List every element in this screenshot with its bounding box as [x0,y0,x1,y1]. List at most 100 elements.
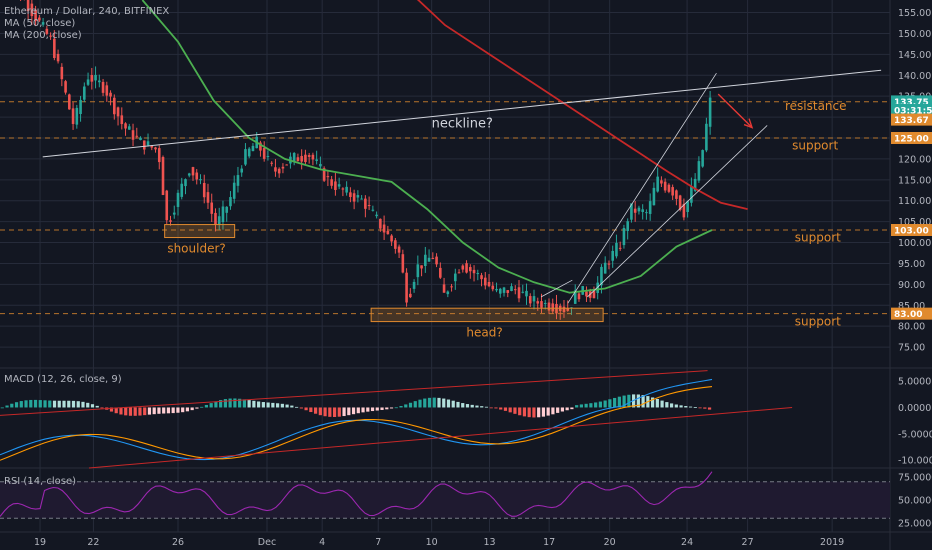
macd-histogram-bar [228,398,232,408]
x-tick-label: 2019 [820,537,844,548]
candle-body [199,179,202,181]
macd-histogram-bar [489,407,493,409]
chart-legend: Ethereum / Dollar, 240, BITFINEX MA (50,… [4,6,169,42]
macd-histogram-bar [238,398,242,408]
candle-body [592,291,596,299]
price-tag-label: 103.00 [894,227,929,237]
candle-body [547,302,551,311]
macd-histogram-bar [598,401,602,408]
candle-body [450,286,453,288]
candle-body [157,148,161,163]
series-line-ma-200-close- [416,0,748,210]
candle-body [371,209,375,211]
macd-histogram-bar [318,407,322,416]
candle-body [472,269,476,274]
x-tick-label: 4 [319,537,325,548]
macd-histogram-bar [285,404,289,408]
macd-histogram-bar [461,403,465,408]
macd-histogram-bar [575,405,579,408]
candle-body [390,235,393,242]
candle-body [498,288,502,294]
macd-histogram-bar [342,407,346,417]
macd-tick-label: -5.0000 [898,429,932,440]
rsi-tick-label: 50.0000 [898,496,932,507]
macd-histogram-bar [684,406,688,408]
macd-title: MACD (12, 26, close, 9) [4,374,122,385]
macd-histogram-bar [641,395,645,408]
macd-histogram-bar [613,397,617,408]
candle-body [510,286,513,291]
candle-body [154,147,157,150]
macd-histogram-bar [176,407,180,413]
candle-body [607,263,611,265]
macd-histogram-bar [636,394,640,408]
macd-histogram-bar [114,407,118,414]
candle-body [611,250,614,261]
moving-averages [141,0,748,294]
candle-body [540,301,543,308]
macd-histogram-bar [518,407,522,416]
macd-histogram-bar [570,407,574,410]
candle-body [259,142,262,151]
macd-histogram-bar [608,399,612,408]
candle-body [165,190,169,221]
macd-histogram-bar [351,407,356,415]
candle-body [109,92,112,97]
macd-histogram-bar [147,407,152,415]
candle-body [442,284,446,293]
candle-body [266,155,270,157]
candle-body [221,206,225,223]
macd-histogram-bar [347,407,351,416]
macd-histogram-bar [361,407,365,413]
candle-body [622,228,626,246]
macd-histogram-bar [214,401,218,408]
macd-histogram-bar [252,400,256,408]
candle-body [686,201,689,212]
candle-body [424,254,427,266]
candle-body [217,216,221,225]
candle-body [225,206,229,213]
macd-histogram-bar [480,406,484,408]
candle-body [645,212,648,214]
candle-body [693,178,697,191]
macd-histogram-bar [19,401,23,408]
candle-body [525,290,528,297]
candle-body [641,209,644,212]
price-tag [891,132,932,144]
macd-histogram-bar [508,407,512,413]
candle-body [487,282,491,287]
y-tick-label: 120.00 [898,154,931,165]
macd-histogram-bar [527,407,531,418]
macd-histogram-bar [181,407,185,413]
candle-body [214,212,217,225]
candle-body [416,264,420,278]
candle-body [420,265,423,269]
macd-histogram-bar [366,407,370,412]
candle-body [439,267,442,278]
candle-body [120,115,124,125]
macd-histogram-bar [337,407,341,417]
macd-histogram-bar [698,407,702,409]
candle-body [341,188,345,190]
macd-histogram-bar [95,405,99,408]
ma200-legend: MA (200, close) [4,30,82,41]
macd-tick-label: -10.0000 [898,456,932,467]
candle-body [562,306,566,313]
x-tick-label: 10 [426,537,438,548]
candle-body [626,221,629,231]
candle-body [94,74,97,81]
candle-body [517,287,521,299]
candle-body [90,75,94,82]
macd-histogram-bar [5,405,9,408]
candle-body [663,181,667,191]
price-tag-label: 133.75 [894,98,929,108]
candle-body [678,195,682,210]
macd-histogram-bar [385,407,389,410]
macd-histogram-bar [650,397,655,408]
macd-histogram-bar [494,407,498,409]
macd-histogram-bar [33,399,38,408]
macd-histogram-bar [332,407,337,417]
macd-histogram-bar [43,400,47,408]
